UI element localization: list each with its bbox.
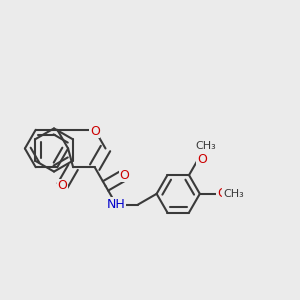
Text: NH: NH: [107, 198, 126, 211]
Text: CH₃: CH₃: [223, 189, 244, 199]
Text: O: O: [197, 153, 207, 166]
Text: O: O: [57, 179, 67, 192]
Text: CH₃: CH₃: [195, 141, 216, 151]
Text: O: O: [119, 169, 129, 182]
Text: O: O: [90, 125, 100, 138]
Text: O: O: [217, 187, 227, 200]
